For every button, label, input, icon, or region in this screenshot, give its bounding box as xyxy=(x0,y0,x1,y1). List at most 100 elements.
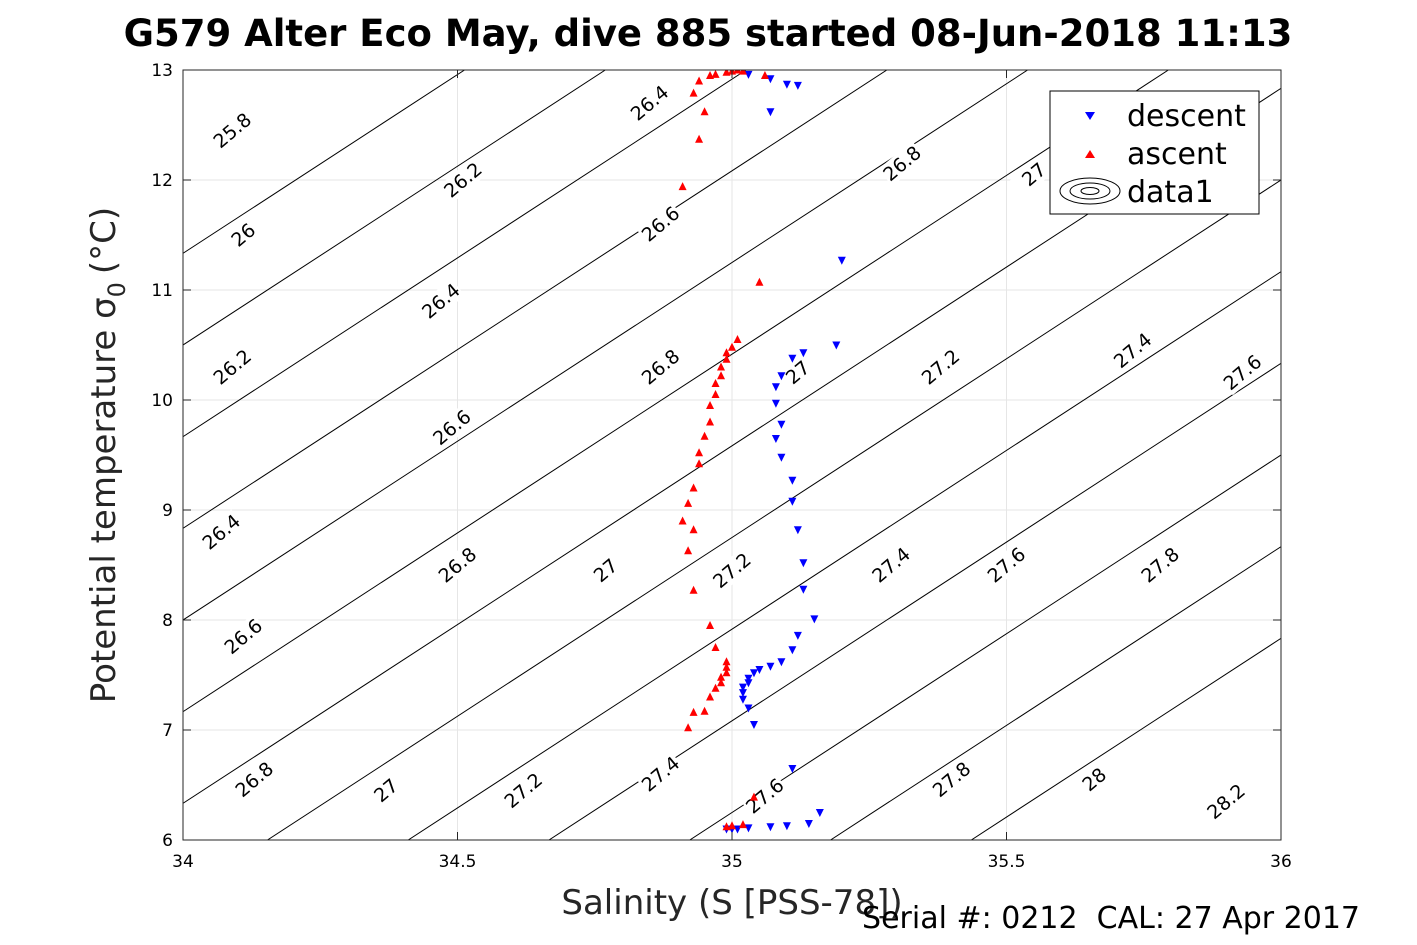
contour-label-bg xyxy=(362,767,411,814)
descent-point xyxy=(799,349,808,358)
legend-descent-marker xyxy=(1085,112,1095,120)
legend-descent-label: descent xyxy=(1127,99,1246,134)
serial-cal-footer: Serial #: 0212 CAL: 27 Apr 2017 xyxy=(862,901,1360,936)
ascent-point xyxy=(700,431,709,440)
descent-point xyxy=(793,631,802,640)
contour-label-bg xyxy=(708,547,756,594)
contour-label-bg xyxy=(741,773,789,819)
ascent-point xyxy=(706,621,715,629)
contour-label-bg xyxy=(230,756,279,803)
contour-label-bg xyxy=(208,344,257,390)
descent-point xyxy=(777,420,786,429)
contour-label-bg xyxy=(1202,778,1251,825)
contour-label-bg xyxy=(499,767,548,814)
descent-point xyxy=(738,689,747,698)
ascent-point xyxy=(722,348,731,357)
contour-label-bg xyxy=(636,344,685,390)
x-tick-label: 34 xyxy=(172,852,194,872)
contour-label-bg xyxy=(878,140,927,187)
contour-label-bg xyxy=(208,107,257,154)
ascent-point xyxy=(684,498,693,507)
y-tick-label: 9 xyxy=(162,501,173,521)
ascent-point xyxy=(700,107,709,116)
descent-point xyxy=(738,683,747,692)
contour-label: 26 xyxy=(219,212,268,258)
contour-label-bg xyxy=(581,547,630,594)
contour-label-bg xyxy=(773,349,822,396)
ascent-point xyxy=(738,820,747,829)
ascent-point xyxy=(722,662,731,671)
descent-point xyxy=(788,646,797,655)
ascent-point xyxy=(689,483,698,492)
series-ascent xyxy=(678,70,769,831)
y-tick-label: 6 xyxy=(162,831,173,851)
ascent-point xyxy=(717,678,726,687)
contour-label-bg xyxy=(916,344,965,390)
descent-point xyxy=(755,666,764,674)
y-tick-label: 8 xyxy=(162,611,173,631)
ascent-point xyxy=(695,76,704,85)
ascent-point xyxy=(717,362,726,371)
descent-point xyxy=(804,820,813,828)
ascent-point xyxy=(722,354,731,363)
contour-line xyxy=(971,637,1281,840)
chart-title: G579 Alter Eco May, dive 885 started 08-… xyxy=(124,12,1293,55)
descent-point xyxy=(766,108,775,117)
ascent-point xyxy=(678,516,687,525)
contour-label-bg xyxy=(197,509,246,555)
descent-point xyxy=(766,662,775,671)
ascent-point xyxy=(695,448,704,457)
descent-point xyxy=(766,75,775,84)
descent-point xyxy=(788,354,797,363)
x-tick-label: 34.5 xyxy=(439,852,477,872)
descent-point xyxy=(799,559,808,568)
legend-ascent-label: ascent xyxy=(1127,137,1227,172)
ascent-point xyxy=(749,792,758,801)
ascent-point xyxy=(689,585,698,594)
descent-point xyxy=(771,435,780,443)
descent-point xyxy=(744,704,753,713)
y-tick-label: 7 xyxy=(162,721,173,741)
ascent-point xyxy=(711,390,720,398)
ascent-point xyxy=(678,182,687,191)
ascent-point xyxy=(733,335,742,343)
descent-point xyxy=(771,383,780,392)
y-axis-label: Potential temperature σ0 (°C) xyxy=(84,207,131,703)
tick-labels: 34 34.5 35 35.5 36 6 7 8 9 10 11 12 13 xyxy=(151,61,1291,872)
ascent-point xyxy=(689,88,698,97)
ascent-point xyxy=(706,401,715,409)
contour-label-bg xyxy=(1108,327,1157,374)
ascent-point xyxy=(755,277,764,286)
contour-label-bg xyxy=(428,404,476,451)
contour-label: 27 xyxy=(773,349,822,396)
ascent-point xyxy=(733,70,742,74)
ascent-point xyxy=(695,134,704,143)
x-tick-label: 35.5 xyxy=(988,852,1026,872)
axes xyxy=(182,69,1282,841)
ascent-point xyxy=(684,723,693,732)
ascent-point xyxy=(722,668,731,677)
descent-point xyxy=(782,80,791,89)
x-tick-label: 36 xyxy=(1270,852,1292,872)
ascent-point xyxy=(728,342,736,351)
ascent-point xyxy=(706,692,715,701)
contour-label-bg xyxy=(1218,349,1267,396)
descent-point xyxy=(771,399,780,408)
descent-point xyxy=(749,669,758,678)
contour-line xyxy=(830,546,1281,840)
x-tick-label: 35 xyxy=(721,852,743,872)
contour-label-bg xyxy=(219,212,268,258)
contour-label-bg xyxy=(927,756,976,803)
contour-label-bg xyxy=(1010,151,1058,198)
contour-label-bg xyxy=(625,80,674,126)
y-tick-label: 11 xyxy=(151,281,173,301)
descent-point xyxy=(744,674,753,683)
legend: descent ascent data1 xyxy=(1049,90,1260,215)
ascent-point xyxy=(717,371,726,380)
ascent-point xyxy=(738,70,747,75)
descent-point xyxy=(788,765,797,773)
descent-point xyxy=(766,823,775,832)
ascent-point xyxy=(706,417,715,426)
ascent-point xyxy=(717,672,726,681)
